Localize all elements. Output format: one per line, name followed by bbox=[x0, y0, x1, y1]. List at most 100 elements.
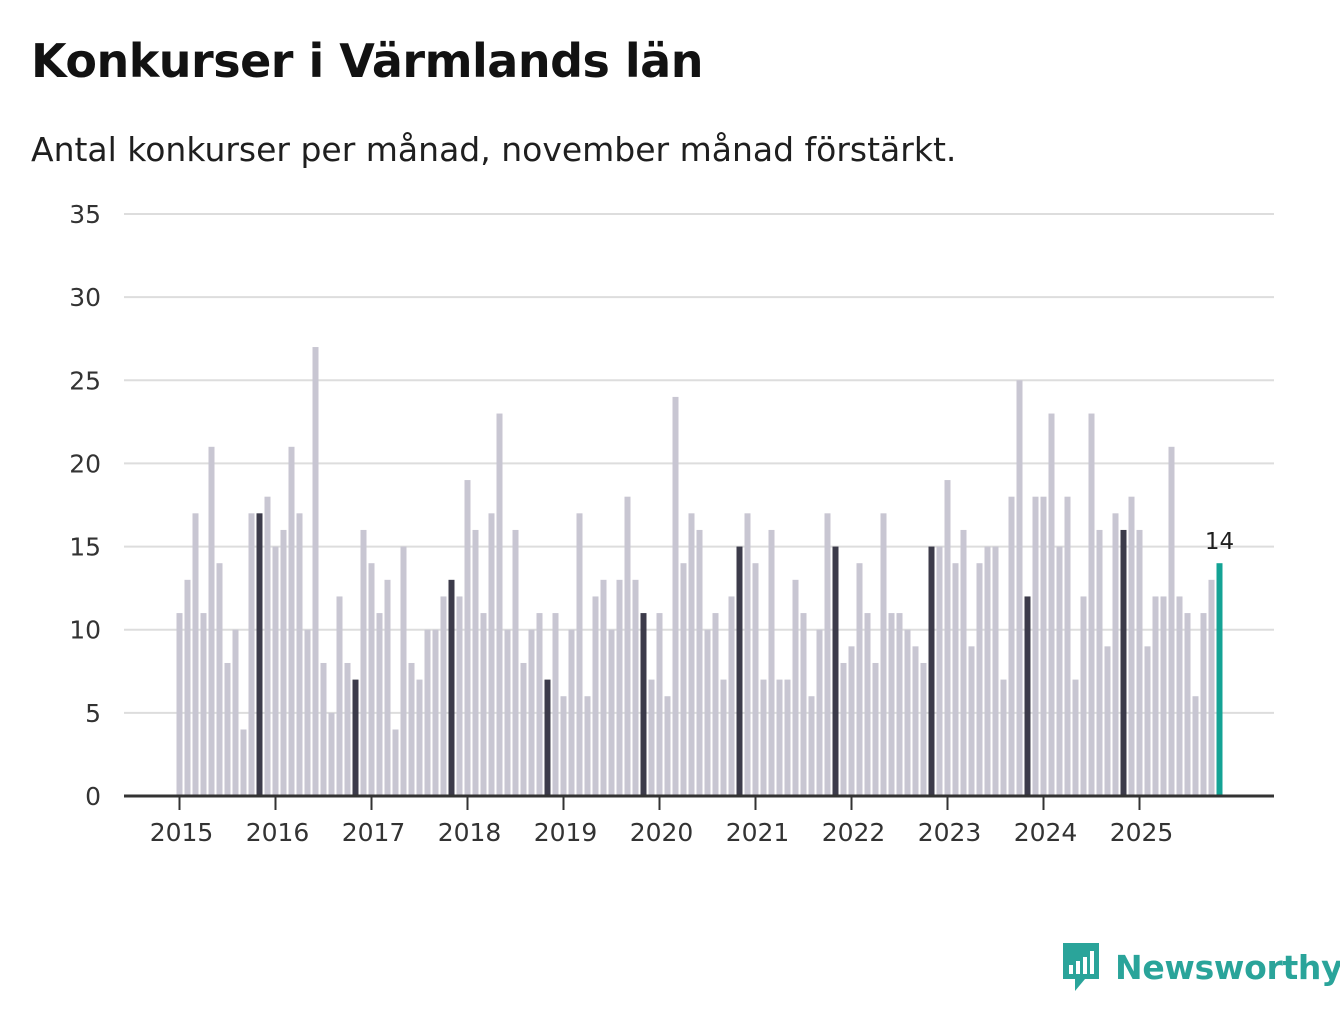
y-tick-label: 20 bbox=[69, 449, 101, 478]
bar-2023-03 bbox=[960, 529, 967, 796]
bar-2019-01 bbox=[560, 696, 567, 796]
bar-2021-10 bbox=[824, 513, 831, 796]
bar-2017-07 bbox=[416, 679, 423, 796]
bar-2022-12 bbox=[936, 546, 943, 796]
x-tick-label: 2017 bbox=[342, 818, 406, 847]
bar-2021-06 bbox=[792, 579, 799, 796]
bar-2025-03 bbox=[1152, 596, 1159, 796]
bar-2015-06 bbox=[216, 563, 223, 796]
bar-2023-08 bbox=[1000, 679, 1007, 796]
bar-2015-03 bbox=[192, 513, 199, 796]
bar-2023-04 bbox=[968, 646, 975, 796]
bar-2016-02 bbox=[280, 529, 287, 796]
bar-2025-02 bbox=[1144, 646, 1151, 796]
bar-2025-10 bbox=[1208, 579, 1215, 796]
bar-2019-06 bbox=[600, 579, 607, 796]
bar-2023-09 bbox=[1008, 496, 1015, 796]
x-tick-label: 2024 bbox=[1014, 818, 1078, 847]
bar-2018-08 bbox=[520, 662, 527, 796]
bar-2016-11 bbox=[352, 679, 359, 796]
bar-2019-09 bbox=[624, 496, 631, 796]
bar-2020-06 bbox=[696, 529, 703, 796]
bar-2019-07 bbox=[608, 629, 615, 796]
bar-2017-10 bbox=[440, 596, 447, 796]
bar-2025-11 bbox=[1216, 563, 1223, 796]
y-tick-label: 10 bbox=[69, 616, 101, 645]
bar-2016-09 bbox=[336, 596, 343, 796]
bar-2023-02 bbox=[952, 563, 959, 796]
bar-2022-06 bbox=[888, 613, 895, 796]
bar-2023-06 bbox=[984, 546, 991, 796]
bar-2024-02 bbox=[1048, 413, 1055, 796]
bar-2025-09 bbox=[1200, 613, 1207, 796]
bar-2017-09 bbox=[432, 629, 439, 796]
bar-2019-12 bbox=[648, 679, 655, 796]
bar-2019-03 bbox=[576, 513, 583, 796]
bar-2022-01 bbox=[848, 646, 855, 796]
x-axis: 2015 2016 2017 2018 2019 2020 2021 2022 2023 2024… bbox=[124, 794, 1274, 847]
bar-2021-08 bbox=[808, 696, 815, 796]
bar-2021-09 bbox=[816, 629, 823, 796]
bar-2022-05 bbox=[880, 513, 887, 796]
bar-2019-05 bbox=[592, 596, 599, 796]
bar-2015-10 bbox=[248, 513, 255, 796]
bar-2021-03 bbox=[768, 529, 775, 796]
bar-2023-12 bbox=[1032, 496, 1039, 796]
bar-2015-09 bbox=[240, 729, 247, 796]
bar-2015-05 bbox=[208, 446, 215, 796]
bar-2024-07 bbox=[1088, 413, 1095, 796]
bar-2020-10 bbox=[728, 596, 735, 796]
bar-2015-04 bbox=[200, 613, 207, 796]
x-tick-label: 2016 bbox=[246, 818, 310, 847]
bar-2025-04 bbox=[1160, 596, 1167, 796]
bar-2018-04 bbox=[488, 513, 495, 796]
bar-2018-07 bbox=[512, 529, 519, 796]
bar-2020-02 bbox=[664, 696, 671, 796]
x-tick-label: 2015 bbox=[150, 818, 214, 847]
bar-2021-04 bbox=[776, 679, 783, 796]
bar-2024-09 bbox=[1104, 646, 1111, 796]
bar-2016-05 bbox=[304, 629, 311, 796]
y-tick-label: 15 bbox=[69, 533, 101, 562]
bar-2016-01 bbox=[272, 546, 279, 796]
bar-2024-06 bbox=[1080, 596, 1087, 796]
bar-2021-11 bbox=[832, 546, 839, 796]
bar-2020-09 bbox=[720, 679, 727, 796]
y-tick-label: 5 bbox=[85, 699, 101, 728]
bar-2025-05 bbox=[1168, 446, 1175, 796]
bar-2017-06 bbox=[408, 662, 415, 796]
bar-2020-01 bbox=[656, 613, 663, 796]
brand-logo[interactable]: Newsworthy bbox=[1061, 940, 1340, 994]
bar-2020-12 bbox=[744, 513, 751, 796]
bar-2019-02 bbox=[568, 629, 575, 796]
bar-2024-11 bbox=[1120, 529, 1127, 796]
bar-2016-03 bbox=[288, 446, 295, 796]
bar-2018-01 bbox=[464, 480, 471, 796]
x-tick-label: 2022 bbox=[822, 818, 886, 847]
bar-2018-06 bbox=[504, 629, 511, 796]
bar-2023-10 bbox=[1016, 380, 1023, 796]
bar-2024-01 bbox=[1040, 496, 1047, 796]
bar-2018-11 bbox=[544, 679, 551, 796]
bar-2020-04 bbox=[680, 563, 687, 796]
y-tick-label: 25 bbox=[69, 366, 101, 395]
x-tick-label: 2023 bbox=[918, 818, 982, 847]
bar-2021-12 bbox=[840, 662, 847, 796]
bar-2016-12 bbox=[360, 529, 367, 796]
bar-2020-11 bbox=[736, 546, 743, 796]
bar-2023-01 bbox=[944, 480, 951, 796]
y-tick-label: 30 bbox=[69, 283, 101, 312]
x-tick-label: 2021 bbox=[726, 818, 790, 847]
bar-2016-07 bbox=[320, 662, 327, 796]
bar-2022-07 bbox=[896, 613, 903, 796]
bar-2018-09 bbox=[528, 629, 535, 796]
bar-2017-12 bbox=[456, 596, 463, 796]
bar-2024-04 bbox=[1064, 496, 1071, 796]
bar-2017-01 bbox=[368, 563, 375, 796]
annotations: 14 bbox=[1205, 529, 1234, 555]
y-axis-labels: 0 5 10 15 20 25 30 35 bbox=[69, 200, 101, 811]
bar-2017-02 bbox=[376, 613, 383, 796]
bar-2022-02 bbox=[856, 563, 863, 796]
bar-2019-08 bbox=[616, 579, 623, 796]
